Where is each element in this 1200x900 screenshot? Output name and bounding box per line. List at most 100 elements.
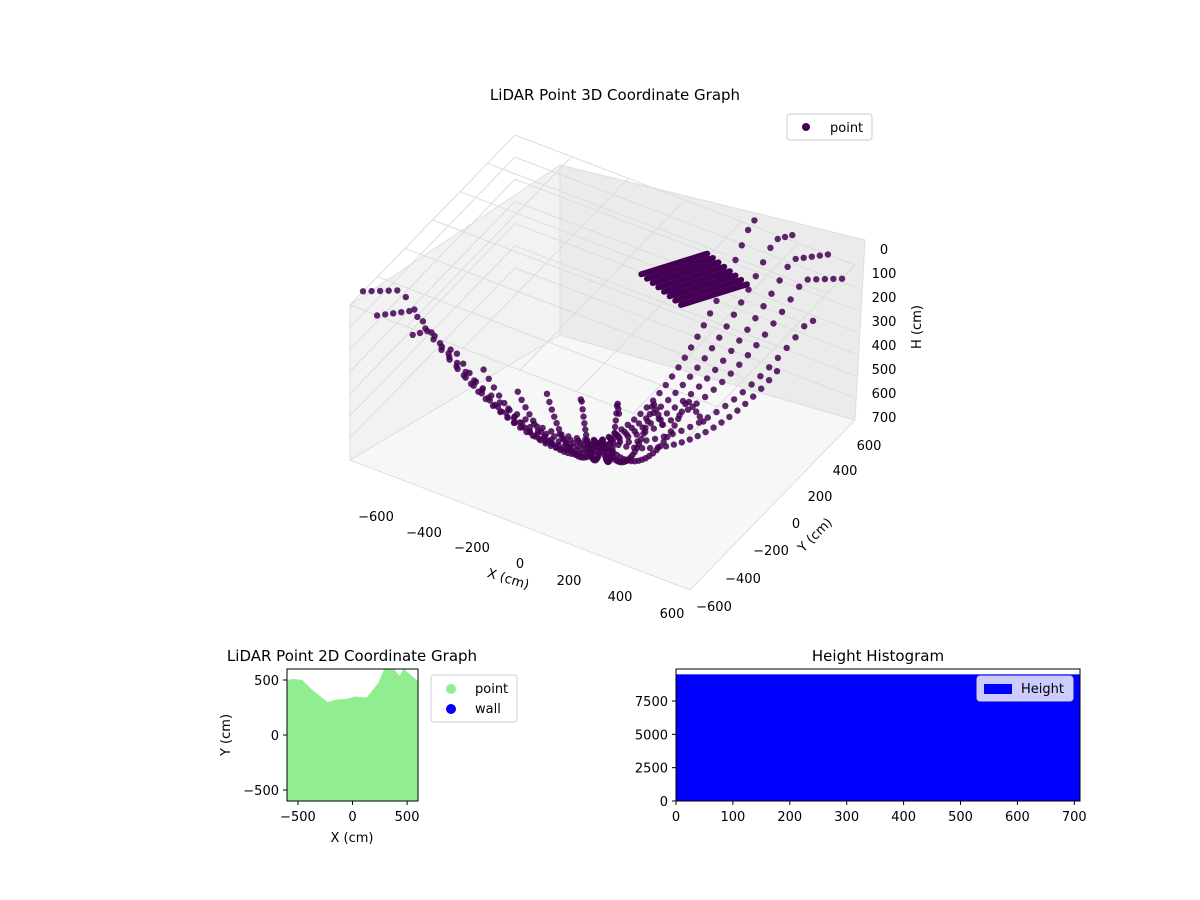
point-3d: [830, 275, 837, 283]
point-3d: [637, 410, 644, 417]
point-3d: [533, 423, 541, 430]
point-3d: [402, 293, 409, 301]
point-3d: [390, 310, 397, 317]
point-3d: [679, 397, 687, 405]
point-3d: [662, 443, 670, 450]
point-3d: [687, 423, 694, 431]
point-3d: [582, 426, 589, 433]
point-3d: [416, 329, 424, 337]
point-3d: [543, 390, 551, 397]
point-3d: [635, 420, 643, 427]
point-3d: [744, 352, 752, 359]
point-3d: [753, 342, 760, 349]
point-3d: [808, 253, 815, 260]
grid-line: [349, 223, 516, 394]
point-3d: [716, 334, 723, 341]
point-3d: [813, 276, 820, 283]
grid-line: [349, 267, 516, 439]
point-3d: [738, 276, 745, 283]
point-3d: [615, 405, 622, 412]
x-tick-label: −200: [454, 541, 490, 556]
legend-3d: point: [786, 113, 873, 141]
point-3d: [736, 337, 743, 344]
point-3d: [599, 436, 606, 444]
ticks-2d: −500 0 500 −500 0 500: [243, 674, 419, 825]
point-cloud-3d: [359, 217, 846, 466]
point-3d: [726, 413, 733, 421]
point-3d: [783, 344, 790, 352]
point-3d: [704, 250, 711, 257]
point-3d: [447, 346, 454, 353]
point-3d: [657, 403, 665, 410]
point-3d: [816, 252, 823, 259]
y-tick-label: 200: [808, 490, 833, 505]
point-3d: [759, 259, 767, 266]
point-3d: [385, 287, 392, 294]
point-3d: [701, 393, 709, 401]
point-3d: [706, 310, 714, 317]
point-3d: [647, 420, 654, 427]
point-3d: [719, 378, 726, 386]
point-3d: [784, 263, 791, 270]
point-3d: [409, 331, 416, 339]
grid-line: [349, 178, 516, 350]
point-3d: [394, 287, 401, 294]
x-tick-label: 400: [891, 810, 916, 825]
point-3d: [583, 431, 590, 439]
point-region-2d: [287, 669, 418, 801]
legend-label-height: Height: [1021, 682, 1064, 697]
point-3d: [546, 398, 553, 406]
point-3d: [801, 323, 808, 330]
point-3d: [650, 425, 657, 432]
y-tick-label: −400: [725, 572, 761, 587]
point-3d: [745, 286, 752, 293]
z-tick-label: 100: [872, 267, 897, 282]
point-3d: [687, 344, 695, 351]
point-3d: [723, 323, 730, 330]
grid-line: [514, 245, 856, 377]
point-3d: [495, 392, 503, 399]
point-3d: [612, 417, 619, 424]
point-3d: [649, 397, 657, 404]
y-tick-label: −200: [753, 544, 789, 559]
x-tick-label: 600: [1005, 810, 1030, 825]
point-3d: [718, 419, 725, 426]
point-3d: [612, 430, 619, 437]
legend-histogram: Height: [976, 675, 1074, 702]
point-3d: [558, 431, 565, 438]
point-3d: [838, 275, 846, 282]
point-3d: [809, 317, 817, 324]
point-3d: [678, 439, 685, 446]
point-3d: [651, 435, 659, 443]
point-3d: [710, 386, 717, 393]
point-3d: [516, 419, 523, 426]
point-3d: [715, 259, 722, 266]
x-axis-label-2d: X (cm): [331, 831, 374, 846]
point-3d: [721, 263, 728, 270]
x-tick-label: 600: [660, 607, 685, 622]
point-3d: [824, 251, 832, 258]
point-3d: [480, 366, 487, 373]
point-3d: [373, 312, 381, 319]
point-3d: [710, 424, 717, 431]
x-tick-label: 700: [1062, 810, 1087, 825]
point-3d: [774, 235, 781, 243]
point-3d: [671, 404, 679, 411]
height-histogram: Height Histogram 0 100 200 300 400 500 600 7000…: [635, 647, 1087, 825]
point-3d: [479, 386, 486, 394]
point-3d: [781, 233, 789, 241]
point-3d: [712, 366, 719, 374]
point-3d: [551, 413, 558, 420]
x-tick-label: 300: [834, 810, 859, 825]
point-3d: [460, 372, 467, 379]
point-3d: [700, 322, 707, 329]
x-tick-label: 200: [777, 810, 802, 825]
point-3d: [727, 370, 734, 377]
point-3d: [583, 436, 591, 444]
point-3d: [453, 363, 460, 370]
point-3d: [424, 327, 431, 335]
point-3d: [800, 254, 807, 261]
point-3d: [581, 420, 588, 427]
y-tick-label: 400: [833, 464, 858, 479]
point-3d: [804, 276, 811, 283]
